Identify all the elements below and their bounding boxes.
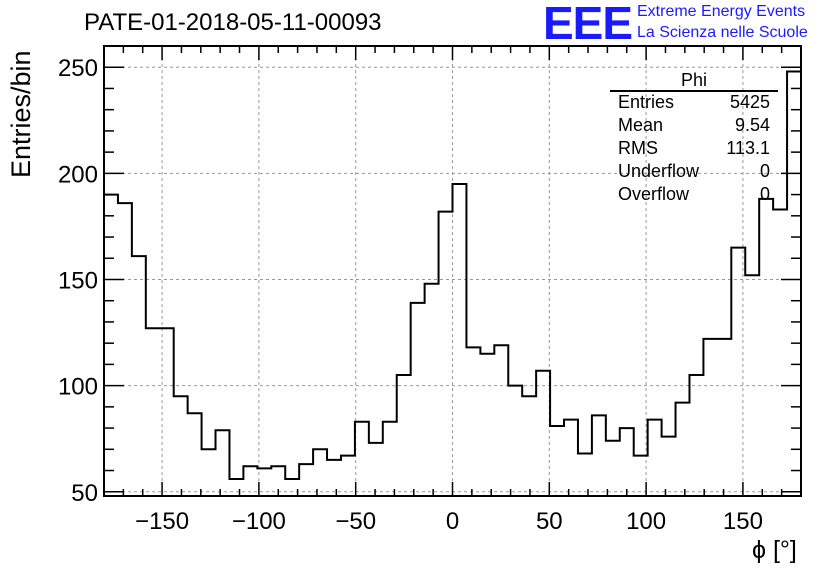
x-tick-label: −150: [135, 508, 189, 535]
stats-label: RMS: [618, 138, 658, 158]
stats-row-entries: Entries 5425: [610, 92, 778, 115]
y-tick-label: 50: [71, 480, 98, 507]
stats-divider: [610, 90, 778, 92]
x-tick-label: 100: [626, 508, 666, 535]
stats-label: Mean: [618, 115, 664, 135]
y-tick-label: 100: [58, 374, 98, 401]
x-tick-label: 150: [723, 508, 763, 535]
y-tick-label: 150: [58, 267, 98, 294]
x-tick-label: 0: [446, 508, 459, 535]
stats-value: 5425: [729, 92, 770, 112]
stats-value: 113.1: [726, 138, 770, 158]
logo-text-line2: La Scienza nelle Scuole: [637, 24, 808, 41]
x-tick-label: −100: [232, 508, 286, 535]
chart-title: PATE-01-2018-05-11-00093: [84, 9, 382, 36]
stats-value: 0: [759, 161, 770, 181]
x-tick-label: 50: [536, 508, 563, 535]
stats-title: Phi: [680, 70, 707, 90]
y-tick-label: 250: [58, 55, 98, 82]
stats-row-overflow: Overflow 0: [610, 184, 778, 207]
stats-label: Overflow: [618, 184, 690, 204]
y-axis-label: Entries/bin: [6, 50, 36, 178]
y-tick-label: 200: [58, 161, 98, 188]
stats-row-mean: Mean 9.54: [610, 115, 778, 138]
logo-text-line1: Extreme Energy Events: [637, 3, 806, 20]
stats-value: 0: [759, 184, 770, 204]
stats-row-rms: RMS 113.1: [610, 138, 778, 161]
x-axis-label: ϕ [°]: [752, 536, 797, 564]
stats-value: 9.54: [734, 115, 770, 135]
stats-label: Underflow: [618, 161, 700, 181]
stats-row-underflow: Underflow 0: [610, 161, 778, 184]
histogram-series-line: [104, 70, 801, 481]
stats-label: Entries: [618, 92, 675, 112]
eee-logo: EEE: [543, 0, 633, 49]
stats-box: Phi Entries 5425 Mean 9.54 RMS 113.1 Und…: [610, 70, 778, 207]
x-tick-label: −50: [335, 508, 376, 535]
